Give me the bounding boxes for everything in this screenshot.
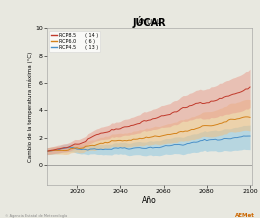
Text: AEMet: AEMet: [235, 213, 255, 218]
Y-axis label: Cambio de la temperatura máxima (°C): Cambio de la temperatura máxima (°C): [28, 52, 34, 162]
Text: ANUAL: ANUAL: [138, 19, 161, 25]
Text: © Agencia Estatal de Meteorología: © Agencia Estatal de Meteorología: [5, 214, 67, 218]
Legend: RCP8.5      ( 14 ), RCP6.0      ( 6 ), RCP4.5      ( 13 ): RCP8.5 ( 14 ), RCP6.0 ( 6 ), RCP4.5 ( 13…: [49, 31, 100, 52]
X-axis label: Año: Año: [142, 196, 157, 205]
Title: JÚCAR: JÚCAR: [133, 16, 166, 28]
